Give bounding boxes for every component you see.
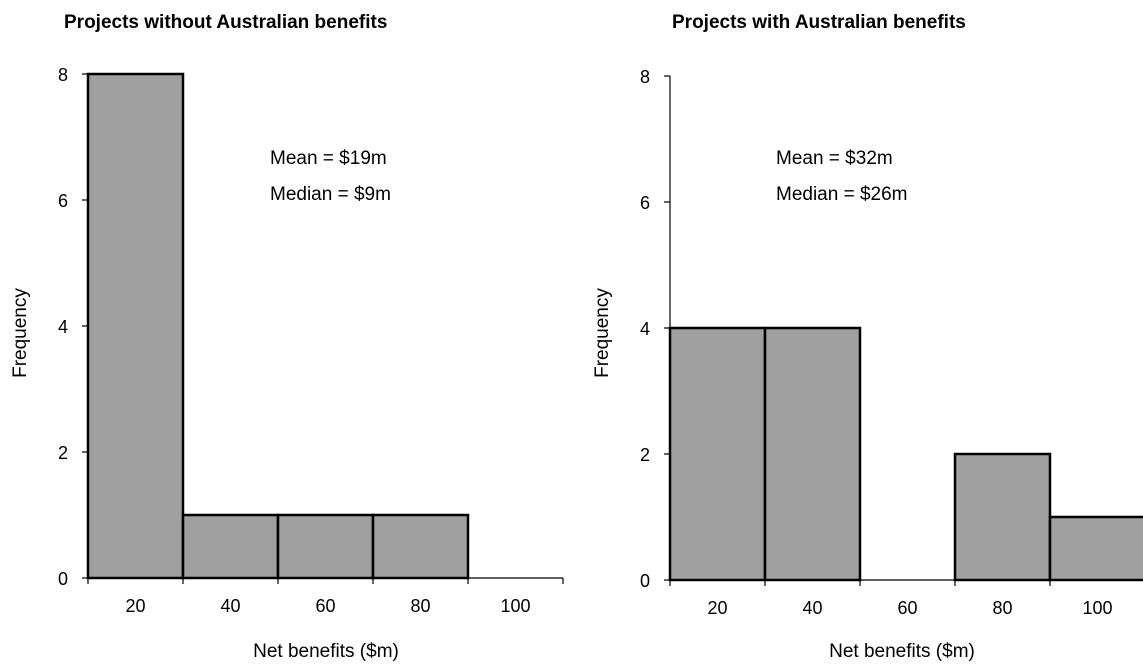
chart-right-bars (668, 326, 1143, 582)
chart-right: Projects with Australian benefits Freque… (592, 12, 1143, 662)
chart-right-y-ticks: 0 2 4 6 8 (640, 67, 670, 591)
chart-right-bar-40 (763, 326, 862, 582)
chart-left: Projects without Australian benefits Fre… (10, 12, 564, 662)
chart-left-y-tick-label-8: 8 (58, 65, 68, 85)
chart-left-x-ticks: 20 40 60 80 100 (87, 578, 564, 616)
chart-left-y-ticks: 0 2 4 6 8 (58, 65, 88, 589)
chart-right-y-tick-label-8: 8 (640, 67, 650, 87)
chart-left-y-tick-label-2: 2 (58, 443, 68, 463)
chart-left-x-tick-label-20: 20 (125, 596, 145, 616)
chart-left-x-tick-label-60: 60 (315, 596, 335, 616)
chart-left-mean-annotation: Mean = $19m (270, 148, 387, 169)
chart-left-x-axis-label: Net benefits ($m) (253, 641, 399, 662)
chart-right-y-tick-label-0: 0 (640, 571, 650, 591)
chart-right-median-annotation: Median = $26m (776, 184, 908, 205)
chart-left-x-tick-label-40: 40 (220, 596, 240, 616)
chart-left-x-tick-label-80: 80 (410, 596, 430, 616)
chart-left-y-tick-label-0: 0 (58, 569, 68, 589)
chart-right-y-tick-label-2: 2 (640, 445, 650, 465)
chart-left-bar-20 (86, 72, 185, 580)
chart-right-bar-80 (953, 452, 1052, 582)
chart-left-x-tick-label-100: 100 (500, 596, 530, 616)
chart-right-title: Projects with Australian benefits (672, 12, 966, 33)
chart-right-y-axis-label: Frequency (592, 288, 613, 378)
chart-right-x-ticks: 20 40 60 80 100 (669, 580, 1113, 618)
chart-left-y-axis-label: Frequency (10, 288, 31, 378)
chart-left-median-annotation: Median = $9m (270, 184, 391, 205)
chart-right-x-axis-label: Net benefits ($m) (829, 641, 975, 662)
chart-right-x-tick-label-40: 40 (802, 598, 822, 618)
chart-left-bars (86, 72, 470, 580)
chart-left-y-tick-label-6: 6 (58, 191, 68, 211)
chart-right-x-tick-label-20: 20 (707, 598, 727, 618)
chart-left-bar-60 (276, 513, 375, 580)
chart-left-y-tick-label-4: 4 (58, 317, 68, 337)
chart-right-x-tick-label-60: 60 (897, 598, 917, 618)
chart-right-bar-20 (668, 326, 767, 582)
chart-right-mean-annotation: Mean = $32m (776, 148, 893, 169)
chart-right-x-tick-label-100: 100 (1082, 598, 1112, 618)
chart-left-bar-80 (371, 513, 470, 580)
chart-right-y-tick-label-6: 6 (640, 193, 650, 213)
chart-right-x-tick-label-80: 80 (992, 598, 1012, 618)
chart-right-bar-100 (1048, 515, 1143, 582)
chart-right-y-tick-label-4: 4 (640, 319, 650, 339)
chart-left-bar-40 (181, 513, 280, 580)
chart-left-title: Projects without Australian benefits (64, 12, 387, 33)
